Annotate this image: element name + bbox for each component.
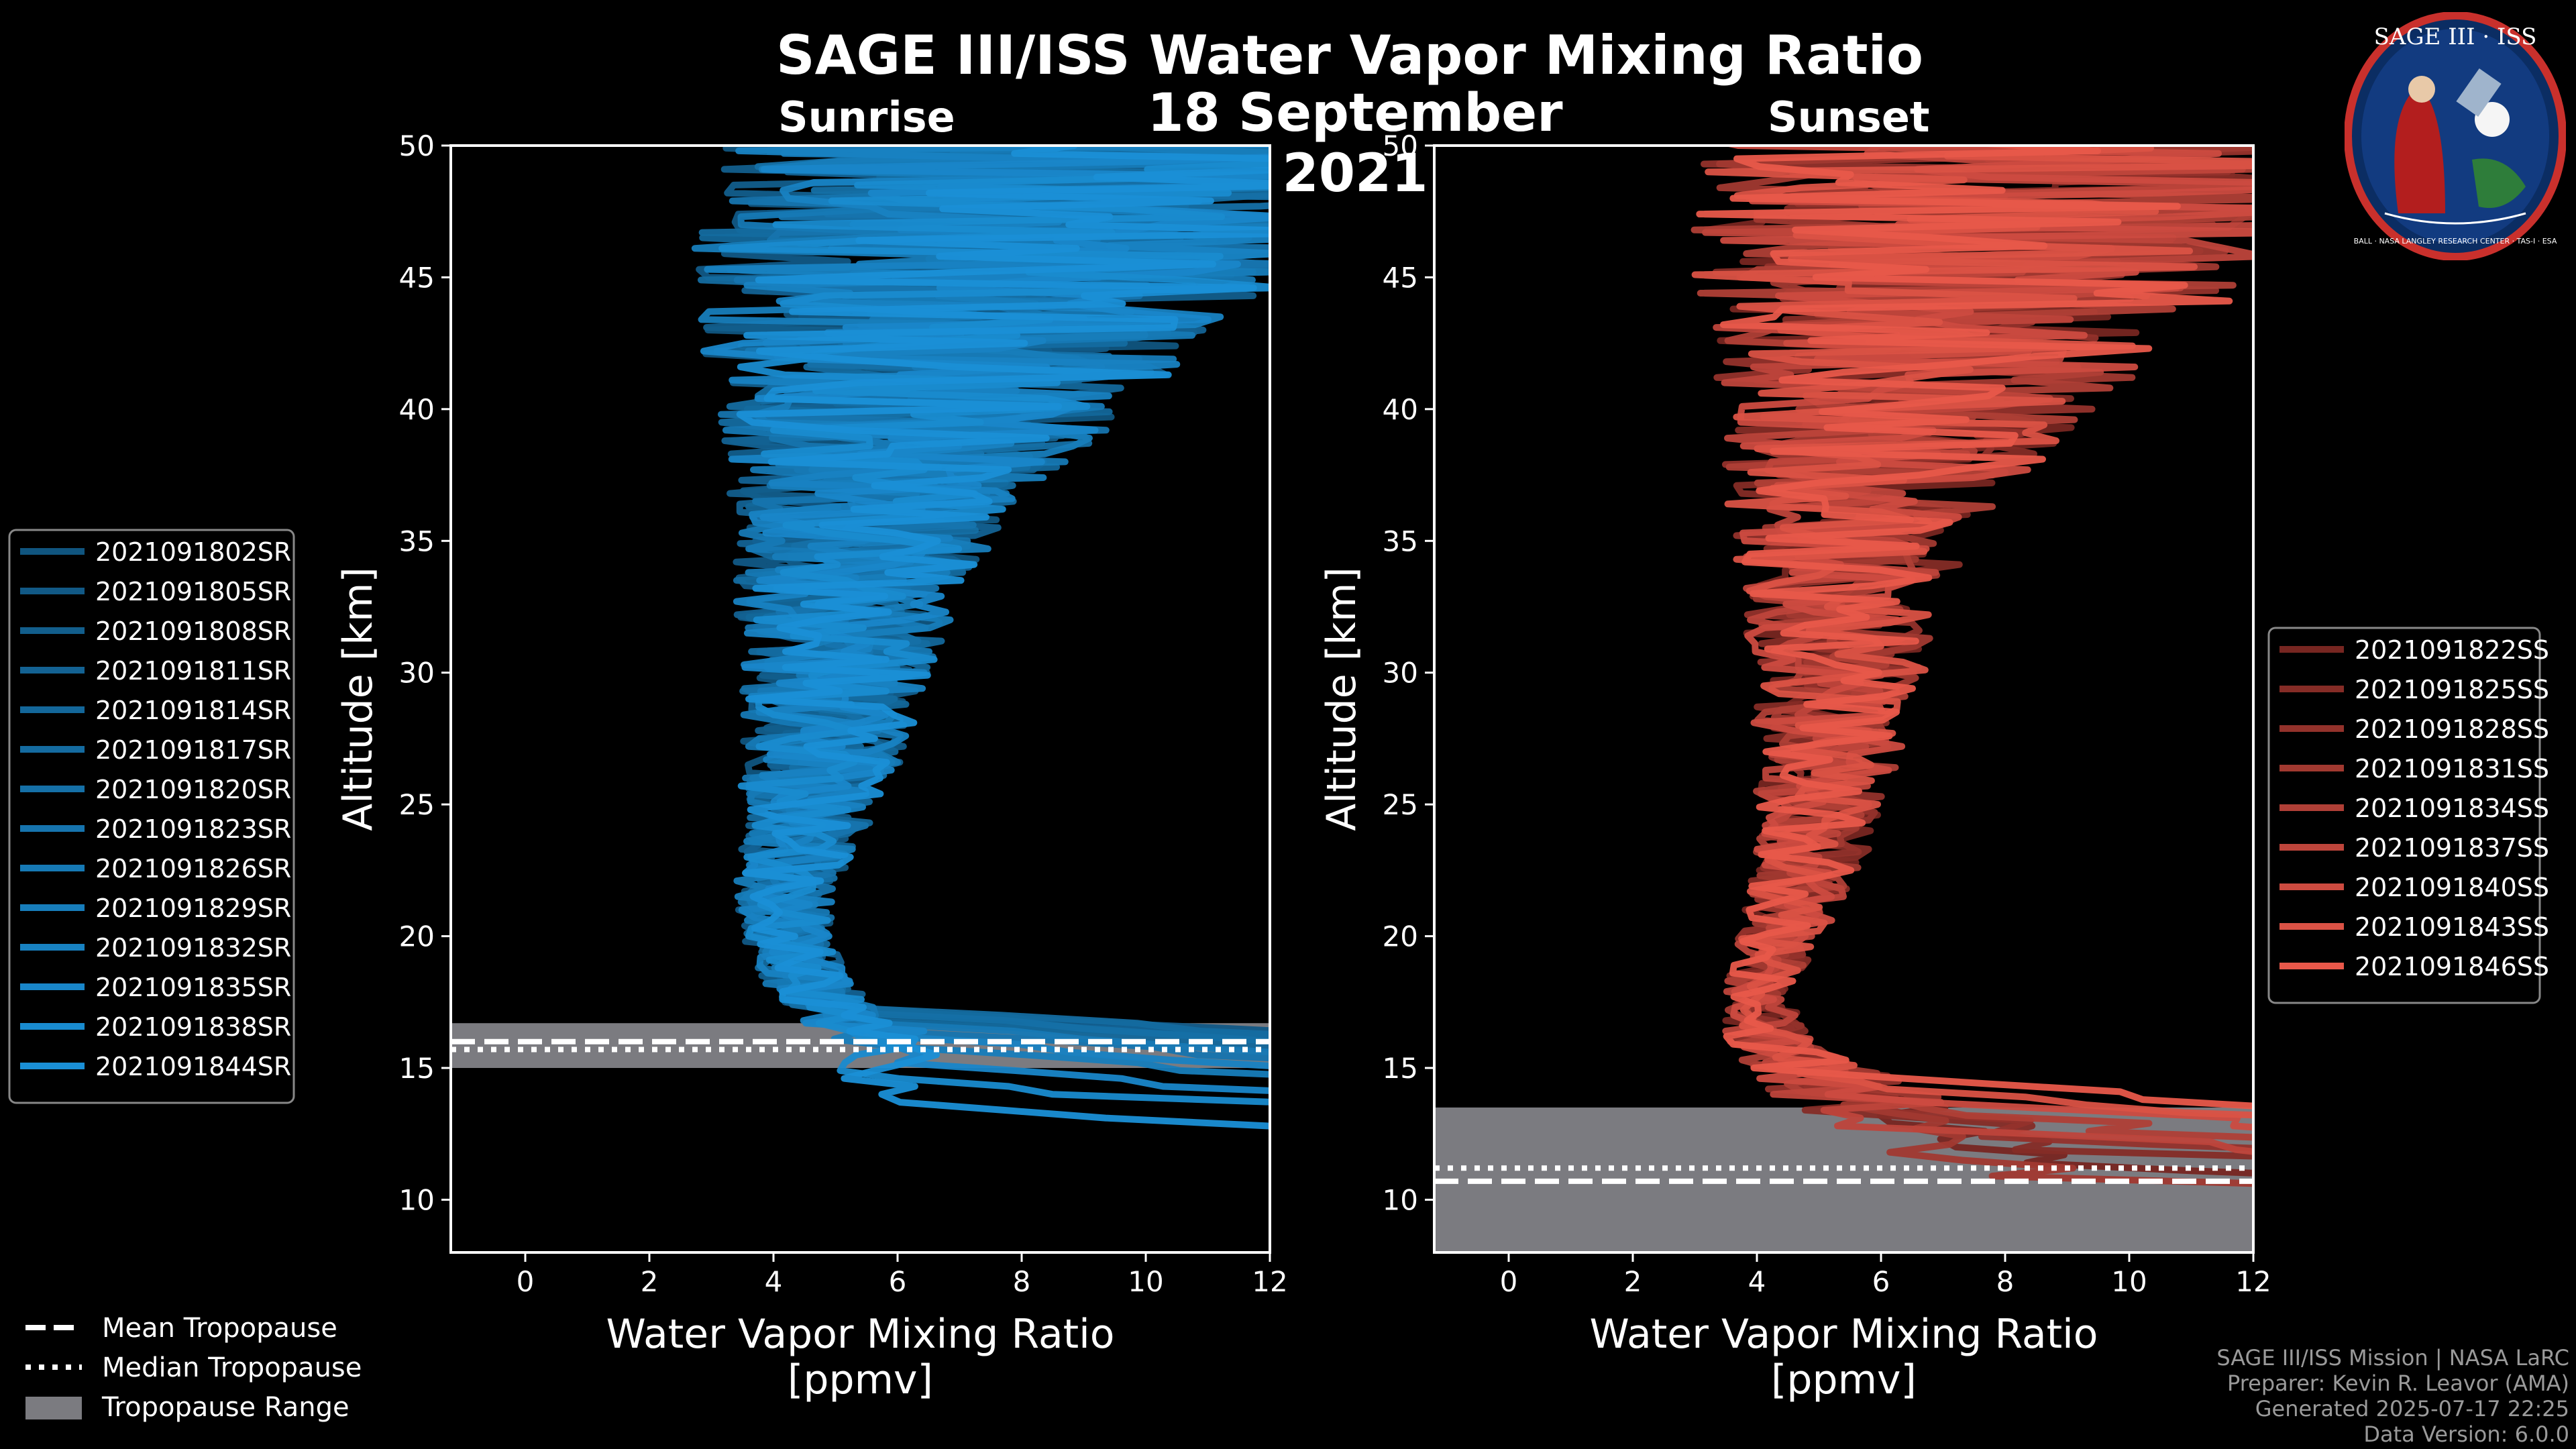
footer-mission: SAGE III/ISS Mission | NASA LaRC bbox=[2216, 1345, 2569, 1371]
legend-entry: 2021091829SR bbox=[95, 894, 291, 923]
y-tick-label: 20 bbox=[1383, 920, 1418, 953]
median-tropopause-label: Median Tropopause bbox=[102, 1352, 362, 1383]
y-tick-label: 25 bbox=[399, 788, 435, 821]
profile-line-2021091846SS bbox=[1696, 146, 2253, 1110]
legend-entry: 2021091846SS bbox=[2355, 952, 2549, 981]
legend-entry: 2021091811SR bbox=[95, 656, 291, 686]
legend-entry: 2021091840SS bbox=[2355, 873, 2549, 902]
y-tick-label: 35 bbox=[399, 525, 435, 557]
axes-frame bbox=[1433, 144, 2255, 1254]
y-tick-label: 45 bbox=[1383, 261, 1418, 294]
x-axis-unit: [ppmv] bbox=[1771, 1356, 1917, 1403]
legend-entry: 2021091825SS bbox=[2355, 675, 2549, 704]
footer-preparer: Preparer: Kevin R. Leavor (AMA) bbox=[2226, 1371, 2569, 1396]
y-tick-label: 30 bbox=[1383, 657, 1418, 690]
legend-entry: 2021091814SR bbox=[95, 696, 291, 725]
y-tick-label: 20 bbox=[399, 920, 435, 953]
legend-entry: 2021091843SS bbox=[2355, 912, 2549, 942]
legend-entry: 2021091837SS bbox=[2355, 833, 2549, 863]
x-tick-label: 4 bbox=[765, 1265, 783, 1298]
legend-entry: 2021091805SR bbox=[95, 577, 291, 606]
legend-entry: 2021091808SR bbox=[95, 616, 291, 646]
y-tick-label: 15 bbox=[399, 1052, 435, 1085]
y-tick-label: 40 bbox=[399, 393, 435, 426]
sunset-legend: 2021091822SS 2021091825SS 2021091828SS 2021… bbox=[2267, 627, 2549, 1004]
x-tick-label: 0 bbox=[517, 1265, 535, 1298]
legend-entry: 2021091838SR bbox=[95, 1012, 291, 1042]
y-tick-label: 45 bbox=[399, 261, 435, 294]
x-tick-label: 4 bbox=[1748, 1265, 1766, 1298]
logo-ring-text: BALL · NASA LANGLEY RESEARCH CENTER · TA… bbox=[2354, 237, 2557, 246]
legend-entry: 2021091802SR bbox=[95, 537, 291, 567]
y-tick-label: 15 bbox=[1383, 1052, 1418, 1085]
legend-entry: 2021091826SR bbox=[95, 854, 291, 883]
x-tick-label: 10 bbox=[2111, 1265, 2147, 1298]
legend-frame bbox=[2267, 627, 2541, 1004]
logo-title: SAGE III · ISS bbox=[2374, 23, 2537, 50]
sunset-subtitle: Sunset bbox=[1768, 93, 1930, 142]
legend-entry: 2021091844SR bbox=[95, 1052, 291, 1081]
legend-entry: 2021091834SS bbox=[2355, 794, 2549, 823]
sunrise-subtitle: Sunrise bbox=[778, 93, 955, 142]
mean-tropopause-label: Mean Tropopause bbox=[102, 1313, 337, 1344]
legend-entry: 2021091835SR bbox=[95, 973, 291, 1002]
y-tick-label: 50 bbox=[1383, 129, 1418, 162]
legend-entry: 2021091817SR bbox=[95, 735, 291, 765]
y-tick-label: 25 bbox=[1383, 788, 1418, 821]
legend-entry: 2021091828SS bbox=[2355, 714, 2549, 744]
legend-entry: 2021091832SR bbox=[95, 933, 291, 963]
axes-frame bbox=[449, 144, 1271, 1254]
plot-area bbox=[451, 146, 1270, 1130]
x-tick-label: 6 bbox=[1872, 1265, 1890, 1298]
chart-date: 18 September 2021 bbox=[1147, 83, 1563, 204]
x-axis-label: Water Vapor Mixing Ratio bbox=[1590, 1311, 2098, 1358]
y-axis-label: Altitude [km] bbox=[1318, 567, 1365, 831]
sunrise-legend: 2021091802SR 2021091805SR 2021091808SR 2021… bbox=[8, 529, 295, 1104]
tropopause-range-label: Tropopause Range bbox=[101, 1392, 350, 1423]
plot-area bbox=[1434, 146, 2253, 1252]
y-tick-label: 10 bbox=[399, 1183, 435, 1216]
footer-version: Data Version: 6.0.0 bbox=[2363, 1421, 2569, 1447]
legend-entry: 2021091823SR bbox=[95, 814, 291, 844]
y-tick-label: 10 bbox=[1383, 1183, 1418, 1216]
footer-generated: Generated 2025-07-17 22:25 bbox=[2255, 1396, 2569, 1421]
y-tick-label: 35 bbox=[1383, 525, 1418, 557]
sage-mission-logo: SAGE III · ISS BALL · NASA LANGLEY RESEA… bbox=[2345, 12, 2566, 260]
x-tick-label: 6 bbox=[889, 1265, 907, 1298]
sunset-panel: 0 2 4 6 8 10 12 10 15 20 25 30 35 40 45 50 Water Vapor M… bbox=[1318, 129, 2271, 1403]
profile-line-2021091844SR bbox=[736, 146, 1270, 1130]
x-tick-label: 10 bbox=[1128, 1265, 1163, 1298]
legend-entry: 2021091820SR bbox=[95, 775, 291, 804]
y-axis-label: Altitude [km] bbox=[335, 567, 382, 831]
x-tick-label: 2 bbox=[641, 1265, 659, 1298]
footer-credits: SAGE III/ISS Mission | NASA LaRC Prepare… bbox=[2216, 1345, 2569, 1447]
x-tick-label: 0 bbox=[1500, 1265, 1518, 1298]
x-axis-label: Water Vapor Mixing Ratio bbox=[606, 1311, 1115, 1358]
legend-entry: 2021091831SS bbox=[2355, 754, 2549, 784]
chart-title: SAGE III/ISS Water Vapor Mixing Ratio bbox=[775, 24, 1924, 87]
x-tick-label: 2 bbox=[1624, 1265, 1642, 1298]
y-tick-label: 30 bbox=[399, 657, 435, 690]
x-tick-label: 12 bbox=[1252, 1265, 1287, 1298]
tropopause-legend: Mean Tropopause Median Tropopause Tropopau… bbox=[25, 1313, 362, 1423]
y-tick-label: 50 bbox=[399, 129, 435, 162]
tropopause-range-swatch bbox=[25, 1397, 82, 1419]
legend-entry: 2021091822SS bbox=[2355, 635, 2549, 665]
x-axis-unit: [ppmv] bbox=[788, 1356, 933, 1403]
x-tick-label: 8 bbox=[1013, 1265, 1031, 1298]
x-tick-label: 12 bbox=[2235, 1265, 2271, 1298]
x-tick-label: 8 bbox=[1996, 1265, 2015, 1298]
sunrise-panel: 0 2 4 6 8 10 12 10 15 20 25 30 35 40 45 50 Water Vapor M… bbox=[335, 129, 1288, 1403]
y-tick-label: 40 bbox=[1383, 393, 1418, 426]
